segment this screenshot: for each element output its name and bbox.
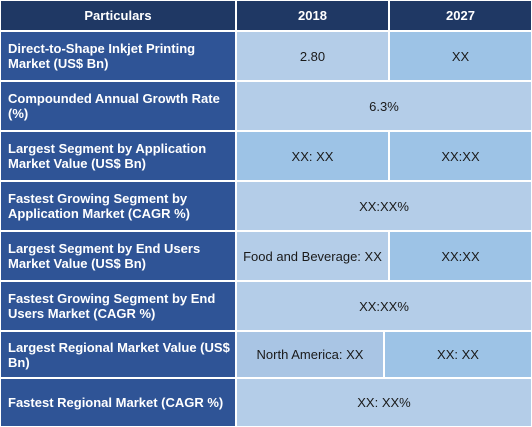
table-row: Largest Segment by End Users Market Valu…: [0, 231, 532, 281]
table-row: Direct-to-Shape Inkjet Printing Market (…: [0, 31, 532, 81]
header-particulars: Particulars: [0, 0, 236, 31]
row-label-market-size: Direct-to-Shape Inkjet Printing Market (…: [0, 31, 236, 81]
row-label-fastest-end-users: Fastest Growing Segment by End Users Mar…: [0, 281, 236, 331]
value-merged: XX: XX%: [236, 378, 532, 427]
value-2027: XX: [389, 31, 532, 81]
table-row: Largest Segment by Application Market Va…: [0, 131, 532, 181]
header-2018: 2018: [236, 0, 389, 31]
table-row: Fastest Growing Segment by End Users Mar…: [0, 281, 532, 331]
value-merged: XX:XX%: [236, 181, 532, 231]
table-row: Fastest Regional Market (CAGR %) XX: XX%: [0, 378, 532, 427]
table-row: Largest Regional Market Value (US$ Bn) N…: [0, 331, 532, 378]
table-row: Fastest Growing Segment by Application M…: [0, 181, 532, 231]
value-2027: XX:XX: [389, 231, 532, 281]
value-merged: 6.3%: [236, 81, 532, 131]
table-row: Compounded Annual Growth Rate (%) 6.3%: [0, 81, 532, 131]
value-merged: XX:XX%: [236, 281, 532, 331]
row-label-fastest-regional: Fastest Regional Market (CAGR %): [0, 378, 236, 427]
row-label-cagr: Compounded Annual Growth Rate (%): [0, 81, 236, 131]
value-2027: XX:XX: [389, 131, 532, 181]
value-2018: North America: XX: [236, 331, 384, 378]
value-2018: 2.80: [236, 31, 389, 81]
table-header-row: Particulars 2018 2027: [0, 0, 532, 31]
row-label-largest-regional: Largest Regional Market Value (US$ Bn): [0, 331, 236, 378]
row-label-largest-end-users: Largest Segment by End Users Market Valu…: [0, 231, 236, 281]
header-2027: 2027: [389, 0, 532, 31]
value-2018: Food and Beverage: XX: [236, 231, 389, 281]
value-2018: XX: XX: [236, 131, 389, 181]
row-label-fastest-application: Fastest Growing Segment by Application M…: [0, 181, 236, 231]
row-label-largest-application: Largest Segment by Application Market Va…: [0, 131, 236, 181]
value-2027: XX: XX: [384, 331, 532, 378]
